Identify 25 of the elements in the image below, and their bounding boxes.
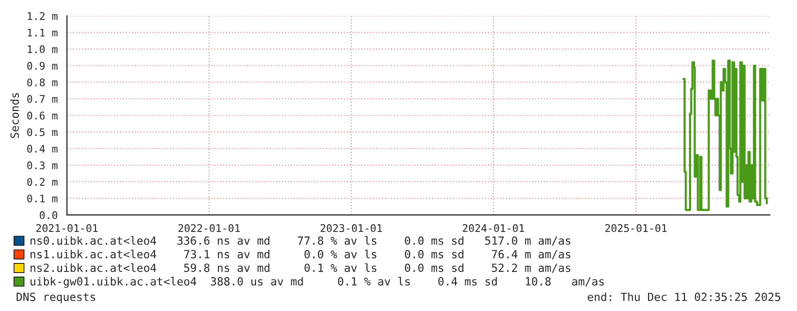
y-tick-label: 0.1 m [27, 194, 58, 202]
y-tick-label: 0.5 m [27, 128, 58, 136]
legend-label: ns0.uibk.ac.at<leo4 336.6 ns av md 77.8 % av ls 0.0 ms sd 517.0 m am/as [30, 236, 570, 246]
y-tick-label: 1.2 m [28, 12, 58, 20]
y-tick-label: 1.0 m [28, 45, 58, 54]
y-tick-label: 0.9 m [27, 62, 58, 70]
y-tick-label: 1.1 m [28, 28, 58, 36]
legend-label: ns2.uibk.ac.at<leo4 59.8 ns av md 0.1 % av ls 0.0 ms sd 52.2 m am/as [30, 263, 570, 273]
y-tick-label: 0.0 [40, 211, 58, 220]
y-tick-label: 0.4 m [27, 144, 58, 153]
x-tick-label: 2024-01-01 [462, 224, 524, 232]
text: end: Thu Dec 11 02:35:25 2025 [588, 292, 780, 302]
legend-label: ns1.uibk.ac.at<leo4 73.1 ns av md 0.0 % av ls 0.0 ms sd 76.4 m am/as [30, 250, 570, 260]
x-tick-label: 2025-01-01 [605, 224, 667, 232]
x-tick-label: 2022-01-01 [178, 224, 240, 232]
y-tick-label: 0.7 m [27, 95, 58, 103]
x-tick-label: 2023-01-01 [320, 224, 382, 232]
y-tick-label: 0.3 m [27, 161, 58, 170]
legend-label: uibk-gw01.uibk.ac.at<leo4 388.0 us av md 0.1 % av ls 0.4 ms sd 10.8 am/as [30, 276, 604, 288]
y-axis-title: Seconds [10, 93, 19, 138]
y-tick-label: 0.6 m [27, 112, 58, 120]
x-tick-label: 2021-01-01 [36, 224, 98, 232]
y-tick-label: 0.2 m [27, 178, 58, 186]
text: DNS requests [16, 292, 96, 304]
y-tick-label: 0.8 m [27, 78, 58, 86]
